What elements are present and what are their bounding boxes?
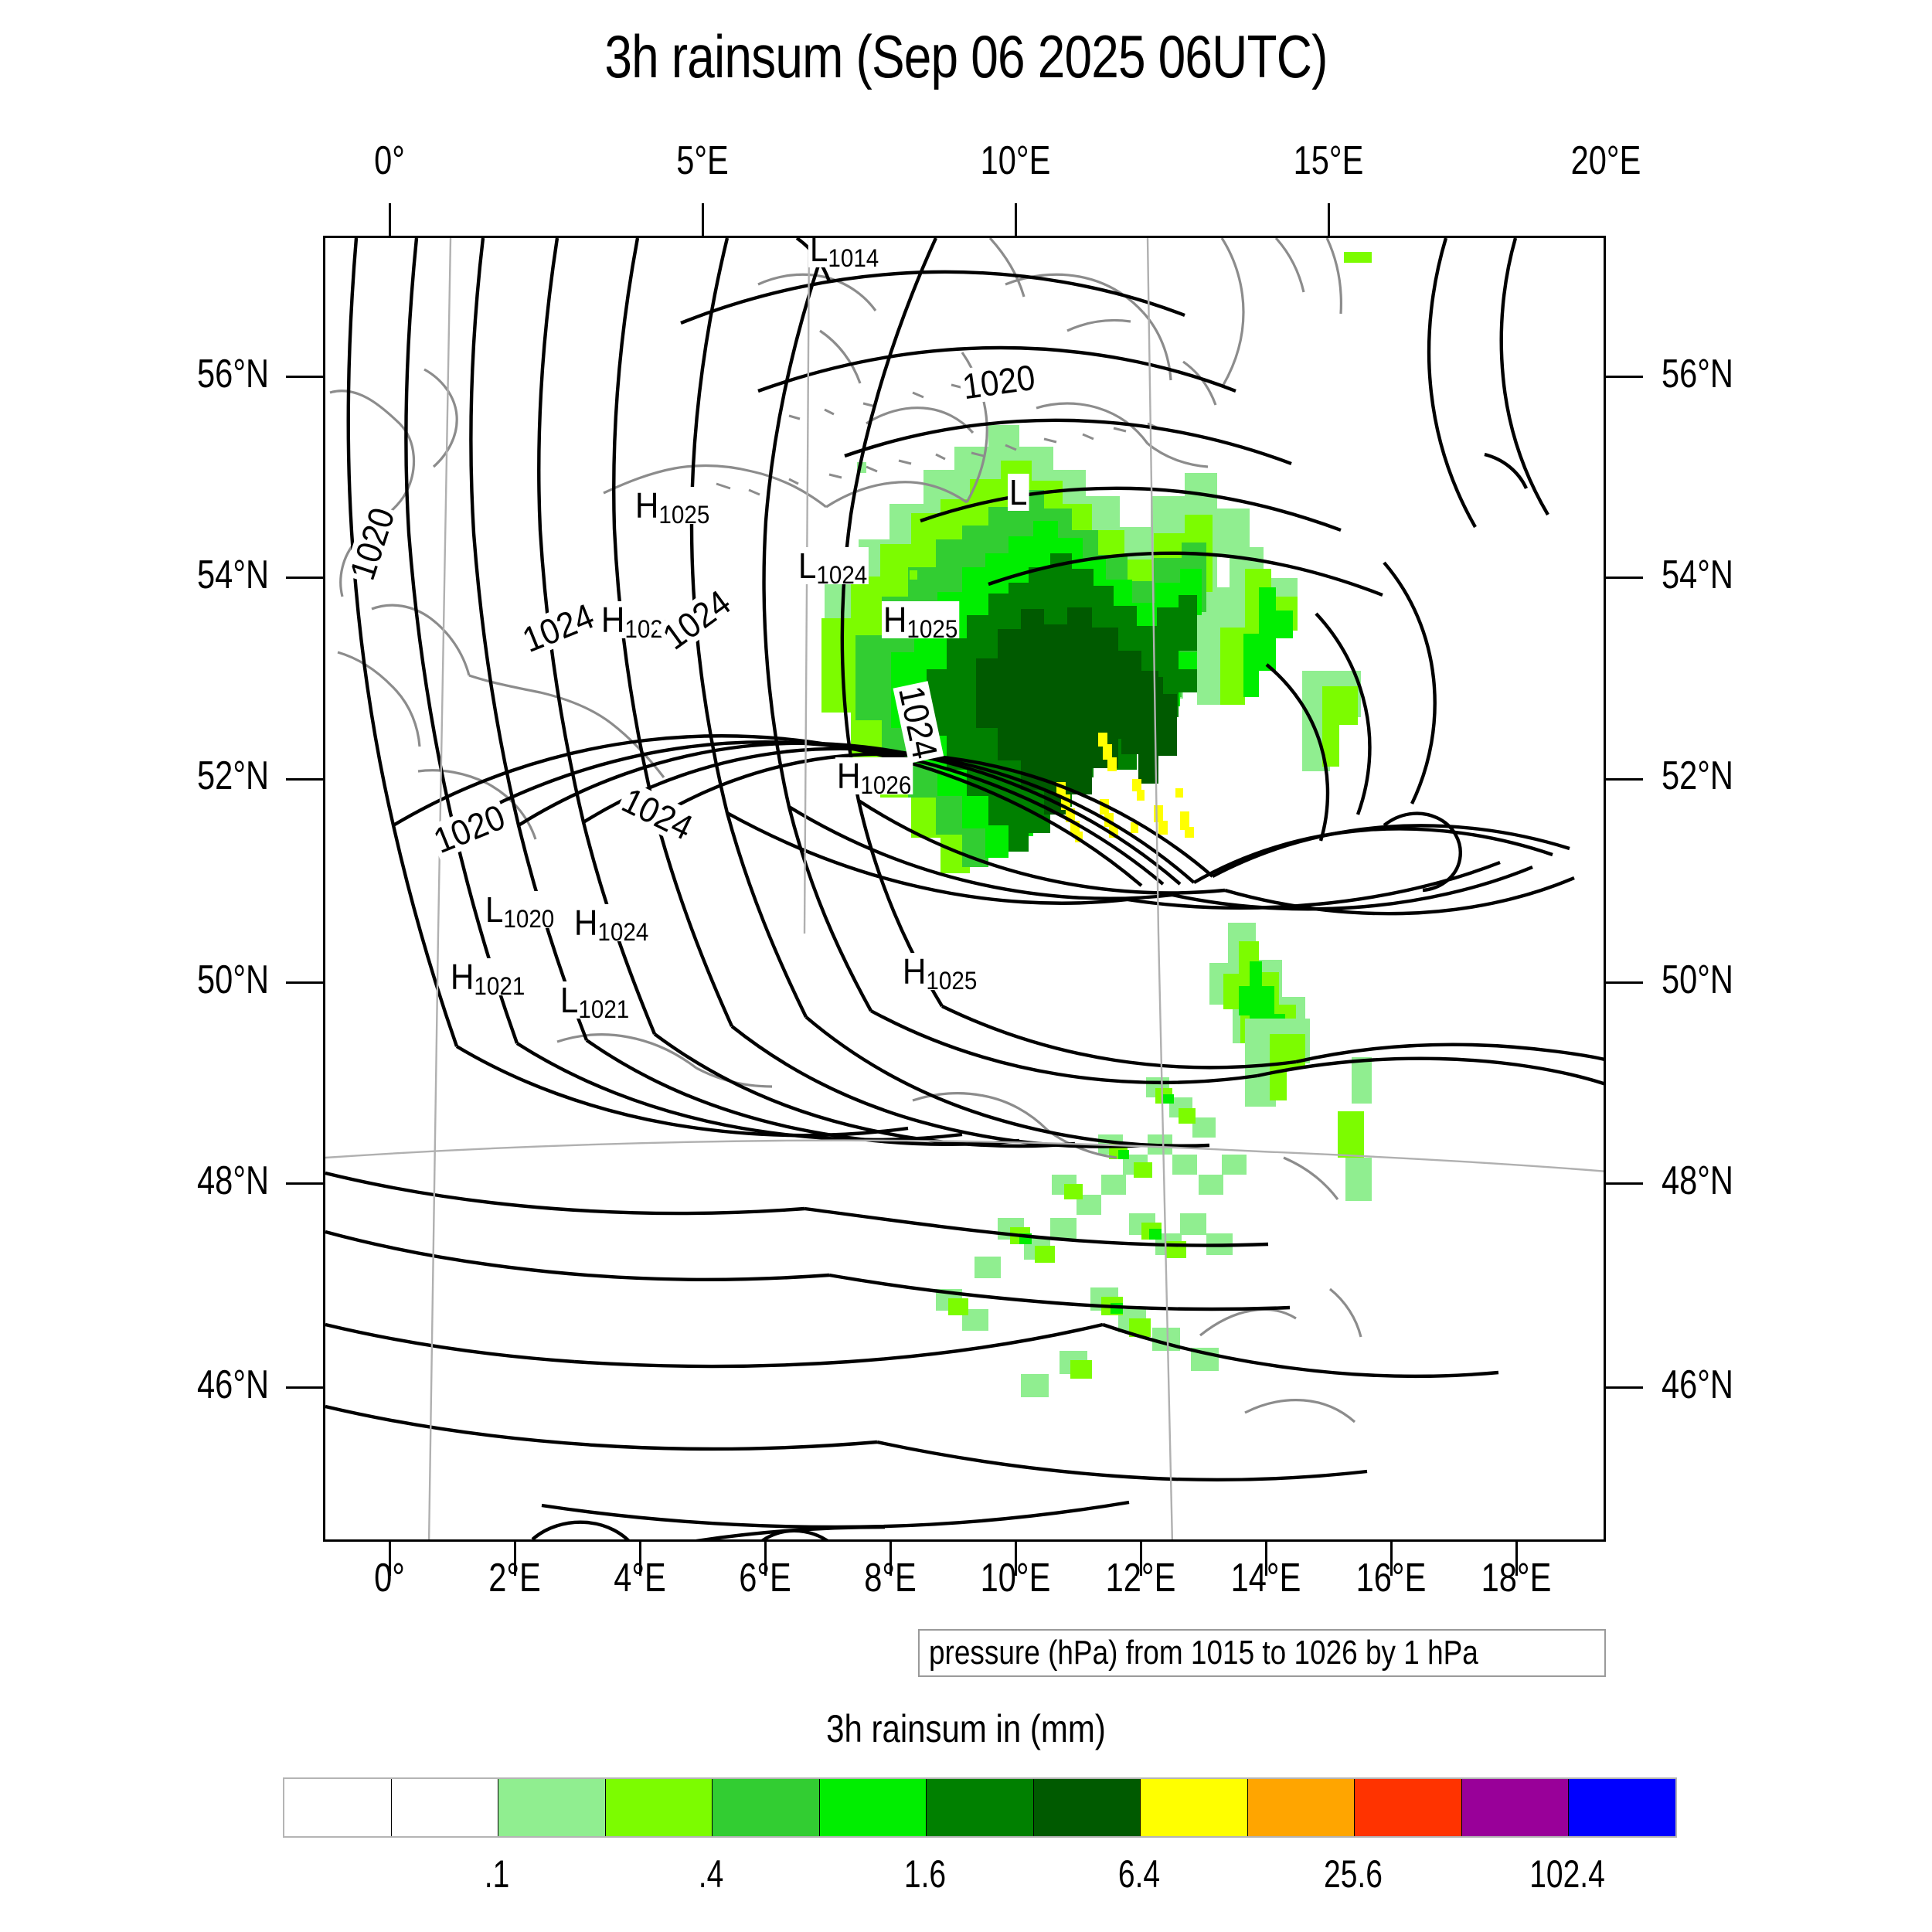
colorbar-label-1: .4 xyxy=(698,1852,724,1896)
axis-tick xyxy=(1606,577,1643,580)
colorbar-label-4: 25.6 xyxy=(1323,1852,1383,1896)
axis-tick xyxy=(1606,376,1643,379)
low-pressure-label-9: L1021 xyxy=(559,980,631,1024)
axis-tick xyxy=(1515,1542,1518,1576)
right-axis-label-2: 52°N xyxy=(1662,753,1733,799)
high-pressure-label-5: H1026 xyxy=(835,756,913,800)
axis-tick xyxy=(286,1182,323,1185)
colorbar-cell-8 xyxy=(1141,1779,1248,1836)
colorbar-cell-4 xyxy=(713,1779,820,1836)
graticule-layer xyxy=(325,238,1604,1539)
low-pressure-label-3: L1024 xyxy=(797,546,869,590)
colorbar-label-3: 6.4 xyxy=(1117,1852,1160,1896)
colorbar-cell-10 xyxy=(1355,1779,1462,1836)
colorbar-cell-3 xyxy=(605,1779,713,1836)
right-axis-label-1: 54°N xyxy=(1662,552,1733,597)
axis-tick xyxy=(1327,203,1330,236)
right-axis-label-4: 48°N xyxy=(1662,1158,1733,1203)
map-graphic xyxy=(325,238,1604,1539)
high-pressure-label-7: H1024 xyxy=(573,903,651,947)
axis-tick xyxy=(1139,1542,1142,1576)
pressure-legend-text: pressure (hPa) from 1015 to 1026 by 1 hP… xyxy=(929,1634,1478,1672)
high-pressure-label-4: H1025 xyxy=(882,600,960,644)
colorbar-cell-5 xyxy=(819,1779,927,1836)
colorbar-cell-7 xyxy=(1033,1779,1141,1836)
top-axis-label-3: 15°E xyxy=(1294,138,1364,183)
axis-tick xyxy=(286,777,323,781)
axis-tick xyxy=(286,376,323,379)
colorbar xyxy=(283,1777,1677,1838)
high-pressure-label-1: H1025 xyxy=(634,485,712,529)
axis-tick xyxy=(1014,1542,1017,1576)
top-axis-label-4: 20°E xyxy=(1570,138,1641,183)
axis-tick xyxy=(1606,981,1643,985)
right-axis-label-5: 46°N xyxy=(1662,1362,1733,1407)
low-pressure-label-6: L1020 xyxy=(484,889,556,934)
axis-tick xyxy=(1606,1386,1643,1389)
axis-tick xyxy=(889,1542,892,1576)
colorbar-title: 3h rainsum in (mm) xyxy=(826,1707,1106,1750)
top-axis-label-1: 5°E xyxy=(676,138,730,183)
colorbar-cell-2 xyxy=(498,1779,606,1836)
axis-tick xyxy=(286,1386,323,1389)
axis-tick xyxy=(1264,1542,1267,1576)
axis-tick xyxy=(513,1542,516,1576)
colorbar-cell-1 xyxy=(391,1779,499,1836)
isobar-label-5: 1020 xyxy=(957,357,1039,406)
axis-tick xyxy=(1606,777,1643,781)
axis-tick xyxy=(701,203,704,236)
left-axis-label-2: 52°N xyxy=(197,753,269,799)
left-axis-label-4: 48°N xyxy=(197,1158,269,1203)
axis-tick xyxy=(286,981,323,985)
low-pressure-label-0: L1014 xyxy=(808,238,881,270)
right-axis-label-3: 50°N xyxy=(1662,957,1733,1002)
left-axis-label-3: 50°N xyxy=(197,957,269,1002)
colorbar-label-5: 102.4 xyxy=(1529,1852,1605,1896)
axis-tick xyxy=(388,203,391,236)
axis-tick xyxy=(764,1542,767,1576)
high-pressure-label-10: H1025 xyxy=(901,951,979,995)
high-pressure-label-8: H1021 xyxy=(449,957,527,1001)
pressure-legend-box: pressure (hPa) from 1015 to 1026 by 1 hP… xyxy=(918,1629,1606,1677)
page-title: 3h rainsum (Sep 06 2025 06UTC) xyxy=(604,22,1328,90)
left-axis-label-0: 56°N xyxy=(197,351,269,396)
left-axis-label-1: 54°N xyxy=(197,552,269,597)
right-axis-label-0: 56°N xyxy=(1662,351,1733,396)
colorbar-label-0: .1 xyxy=(484,1852,510,1896)
top-axis-label-0: 0° xyxy=(374,138,406,183)
pressure-contours xyxy=(325,238,1604,1539)
colorbar-label-2: 1.6 xyxy=(903,1852,946,1896)
axis-tick xyxy=(1606,1182,1643,1185)
axis-tick xyxy=(638,1542,641,1576)
low-pressure-label-11: L xyxy=(1008,472,1029,512)
colorbar-cell-9 xyxy=(1247,1779,1355,1836)
top-axis-label-2: 10°E xyxy=(981,138,1051,183)
axis-tick xyxy=(388,1542,391,1576)
axis-tick xyxy=(1014,203,1017,236)
map-plot-area: L1014 H1025 H1025 L1024 H1025 H1026 L1020 H1024… xyxy=(323,236,1606,1542)
colorbar-cell-12 xyxy=(1569,1779,1675,1836)
colorbar-cell-6 xyxy=(927,1779,1034,1836)
colorbar-cell-11 xyxy=(1461,1779,1570,1836)
left-axis-label-5: 46°N xyxy=(197,1362,269,1407)
axis-tick xyxy=(286,577,323,580)
axis-tick xyxy=(1389,1542,1393,1576)
colorbar-cell-0 xyxy=(284,1779,392,1836)
